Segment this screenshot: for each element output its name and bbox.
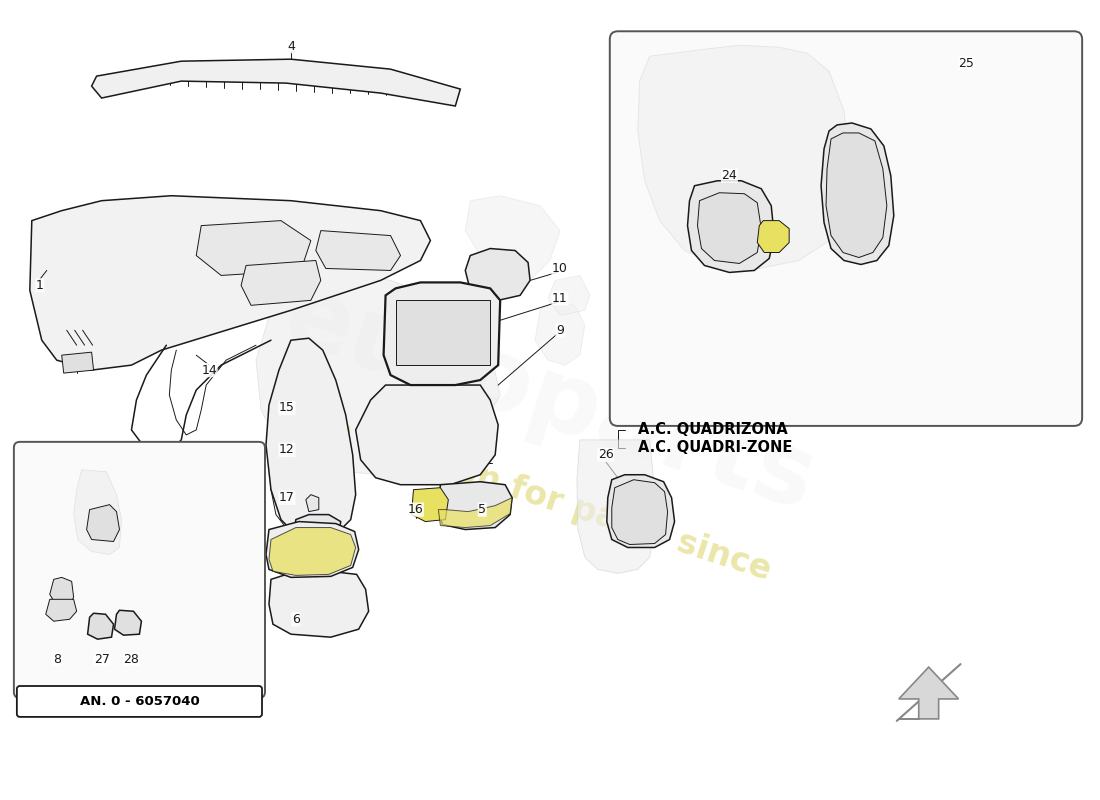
Text: 11: 11 [552,292,568,305]
Polygon shape [266,338,355,539]
Polygon shape [50,578,74,604]
Polygon shape [548,275,590,315]
Text: A.C. QUADRIZONA: A.C. QUADRIZONA [638,422,788,438]
Text: A.C. QUADRI-ZONE: A.C. QUADRI-ZONE [638,440,792,455]
Polygon shape [270,527,355,575]
Text: 24: 24 [722,170,737,182]
Text: 6: 6 [292,613,300,626]
Polygon shape [241,261,321,306]
Text: 25: 25 [958,57,975,70]
Polygon shape [30,196,430,370]
Polygon shape [396,300,491,365]
Polygon shape [316,230,400,270]
Text: 15: 15 [279,402,295,414]
Text: 5: 5 [478,503,486,516]
Polygon shape [576,440,654,574]
Text: 17: 17 [279,491,295,504]
Text: europarts: europarts [272,269,828,531]
Text: 9: 9 [556,324,564,337]
Polygon shape [607,474,674,547]
Text: 4: 4 [287,40,295,53]
Polygon shape [88,614,113,639]
Polygon shape [196,221,311,275]
Polygon shape [306,494,319,512]
Text: 14: 14 [201,364,217,377]
Polygon shape [74,470,121,554]
Polygon shape [612,480,668,545]
FancyBboxPatch shape [16,686,262,717]
Text: 1: 1 [36,279,44,292]
Text: 12: 12 [279,443,295,456]
Polygon shape [821,123,894,265]
Polygon shape [91,59,460,106]
Polygon shape [535,300,585,365]
Polygon shape [384,282,500,385]
Polygon shape [688,181,774,273]
Polygon shape [293,514,341,542]
FancyBboxPatch shape [14,442,265,698]
Polygon shape [256,270,500,474]
Polygon shape [638,46,849,269]
Polygon shape [87,505,120,542]
Polygon shape [439,498,513,527]
Polygon shape [826,133,887,258]
Text: AN. 0 - 6057040: AN. 0 - 6057040 [79,695,199,709]
Polygon shape [465,196,560,281]
Polygon shape [270,571,368,637]
Text: 26: 26 [598,448,614,462]
Text: 16: 16 [408,503,424,516]
Polygon shape [62,352,94,373]
Polygon shape [46,599,77,622]
Polygon shape [439,482,513,530]
Polygon shape [465,249,530,300]
Text: 28: 28 [123,653,140,666]
Polygon shape [266,522,359,578]
Text: 8: 8 [53,653,60,666]
Polygon shape [757,221,789,253]
Polygon shape [114,610,142,635]
Polygon shape [899,667,958,719]
FancyBboxPatch shape [609,31,1082,426]
Polygon shape [411,488,449,522]
Text: a passion for parts since: a passion for parts since [324,413,776,587]
Text: 27: 27 [94,653,110,666]
Text: 10: 10 [552,262,568,275]
Polygon shape [355,385,498,485]
Polygon shape [697,193,761,263]
